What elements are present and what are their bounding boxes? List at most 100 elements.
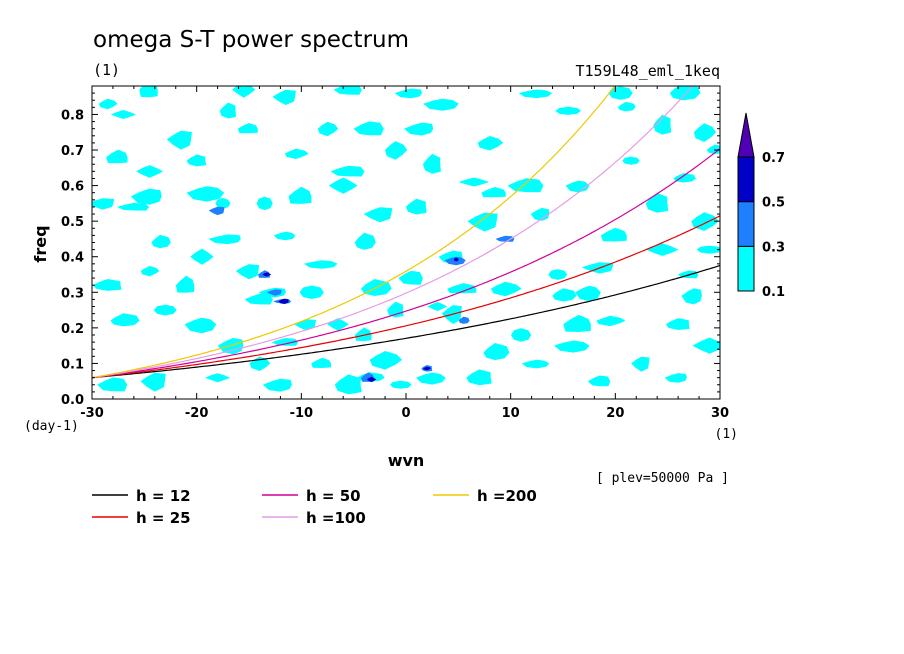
contour-patch — [271, 338, 299, 346]
contour-patch — [106, 149, 128, 164]
y-tick-label: 0.1 — [61, 357, 84, 372]
contour-patch — [458, 316, 470, 324]
contour-patch — [530, 207, 550, 221]
dispersion-curve-layer — [92, 86, 720, 379]
colorbar-label: 0.1 — [762, 285, 785, 300]
legend-label: h = 25 — [136, 509, 191, 527]
contour-patch — [366, 376, 377, 383]
y-tick-label: 0.6 — [61, 180, 84, 195]
contour-patch — [237, 123, 258, 134]
contour-patch — [208, 234, 241, 245]
legend-label: h =200 — [477, 487, 537, 505]
y-tick-label: 0.8 — [61, 108, 84, 123]
colorbar: 0.1 0.3 0.5 0.7 — [737, 112, 785, 300]
colorbar-segment — [737, 156, 755, 203]
y-tick-label: 0.4 — [61, 251, 84, 266]
contour-patch — [219, 102, 237, 119]
contour-patch — [328, 177, 358, 194]
contour-patch — [354, 327, 372, 342]
contour-patch — [98, 98, 118, 110]
contour-patch — [353, 121, 384, 136]
contour-patch — [398, 270, 423, 285]
contour-patch — [272, 89, 296, 105]
contour-patch — [140, 372, 166, 392]
contour-patch — [405, 198, 427, 215]
contour-patch — [563, 314, 591, 332]
contour-patch — [110, 313, 140, 327]
contour-patch — [130, 188, 162, 205]
colorbar-label: 0.3 — [762, 240, 785, 255]
contour-patch — [140, 266, 160, 277]
contour-patch — [273, 231, 296, 241]
contour-patch — [394, 88, 422, 99]
contour-patch — [190, 248, 214, 265]
contour-patch — [453, 257, 459, 262]
contour-patch — [299, 285, 324, 299]
x-tick-label: -30 — [80, 406, 104, 421]
contour-patch — [555, 106, 582, 115]
contour-patch — [153, 304, 177, 316]
contour-patch — [622, 156, 640, 165]
contour-patch — [184, 317, 217, 334]
contour-patch — [481, 187, 506, 198]
contour-patch — [311, 357, 331, 368]
contour-patch — [387, 301, 404, 318]
contour-patch — [673, 173, 696, 183]
contour-patch — [518, 89, 553, 99]
y-tick-label: 0.5 — [61, 215, 84, 230]
x-tick-label: 0 — [401, 406, 410, 421]
contour-patch — [548, 269, 568, 280]
contour-patch — [215, 198, 231, 209]
contour-patch — [139, 86, 158, 98]
contour-patch — [665, 318, 690, 330]
colorbar-label: 0.5 — [762, 196, 785, 211]
legend: h = 12 h = 25 h = 50 h =100 h =200 — [92, 487, 537, 527]
dispersion-curve-h25 — [92, 215, 720, 379]
contour-patch — [317, 121, 339, 137]
dispersion-curve-h200 — [92, 86, 616, 379]
contour-patch — [467, 212, 498, 232]
contour-patch — [256, 196, 273, 211]
contour-patch — [235, 264, 260, 280]
contour-patch — [631, 356, 650, 372]
contour-patch — [552, 288, 577, 302]
x-unit-label: (1) — [715, 427, 738, 442]
contour-patch — [363, 207, 393, 223]
legend-label: h =100 — [306, 509, 366, 527]
x-axis-label: wvn — [388, 451, 425, 470]
contour-patch — [423, 153, 441, 174]
contour-patch — [645, 193, 669, 213]
contour-patch — [692, 337, 720, 354]
contour-patch — [458, 177, 490, 187]
contour-patch — [404, 122, 434, 136]
contour-patch — [288, 186, 312, 204]
colorbar-segment — [737, 245, 755, 292]
y-tick-label: 0.3 — [61, 286, 84, 301]
contour-fill-layer — [92, 86, 720, 395]
contour-patch — [117, 202, 150, 211]
chart-subtitle: (1) — [93, 61, 120, 79]
contour-patch — [575, 285, 601, 302]
y-tick-label: 0.0 — [61, 393, 84, 408]
contour-patch — [427, 302, 448, 311]
contour-patch — [617, 101, 636, 112]
contour-patch — [151, 234, 171, 249]
colorbar-label: 0.7 — [762, 151, 785, 166]
x-tick-label: 10 — [502, 406, 520, 421]
contour-patch — [284, 148, 309, 159]
contour-patch — [110, 110, 136, 119]
y-tick-label: 0.2 — [61, 322, 84, 337]
dispersion-curve-h12 — [92, 264, 720, 379]
contour-patch — [136, 165, 164, 178]
contour-patch — [507, 178, 544, 193]
contour-patch — [205, 373, 231, 383]
contour-patch — [600, 227, 627, 242]
contour-patch — [333, 86, 362, 95]
contour-patch — [303, 260, 338, 269]
colorbar-segment — [737, 201, 755, 247]
contour-patch — [587, 375, 611, 387]
x-tick-label: -10 — [290, 406, 314, 421]
contour-patch — [232, 86, 256, 98]
y-unit-label: (day-1) — [24, 419, 79, 434]
contour-patch — [423, 98, 459, 111]
